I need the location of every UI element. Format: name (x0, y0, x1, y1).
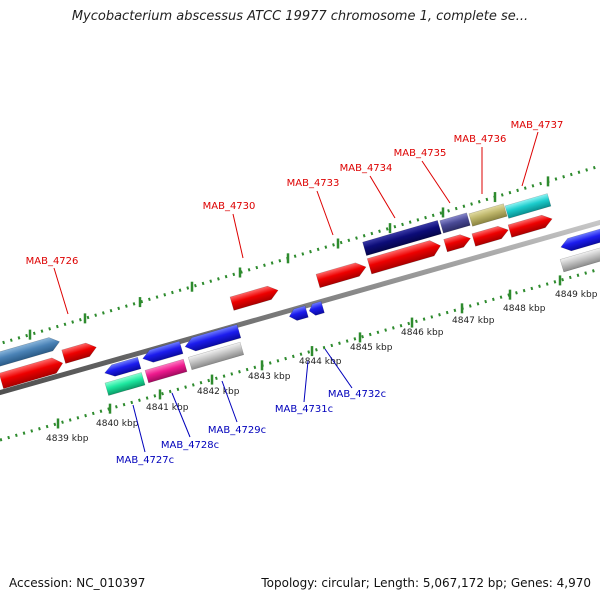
gene-feature[interactable] (315, 260, 368, 289)
tick-label: 4848 kbp (503, 304, 546, 314)
reverse-gene-label[interactable]: MAB_4731c (275, 404, 333, 415)
gene-feature[interactable] (468, 203, 508, 227)
gene-feature[interactable] (443, 232, 473, 253)
tick-label: 4839 kbp (46, 434, 89, 444)
gene-feature[interactable] (144, 358, 188, 384)
gene-feature[interactable] (103, 356, 142, 379)
gene-feature[interactable] (229, 284, 280, 311)
tick-label: 4849 kbp (555, 290, 598, 300)
gene-feature[interactable] (362, 220, 442, 256)
tick-label: 4841 kbp (146, 403, 189, 413)
tick-label: 4844 kbp (299, 357, 342, 367)
forward-tick-track (0, 164, 600, 346)
callout-line (521, 131, 539, 187)
tick-label: 4842 kbp (197, 387, 240, 397)
gene-feature[interactable] (308, 300, 325, 316)
forward-gene-label[interactable]: MAB_4737 (511, 120, 564, 131)
gene-feature[interactable] (0, 355, 65, 389)
gene-feature[interactable] (141, 340, 184, 365)
gene-feature[interactable] (288, 305, 309, 323)
callout-line (369, 175, 396, 219)
gene-feature[interactable] (187, 341, 245, 371)
callout-line (171, 392, 191, 438)
callout-line (53, 267, 69, 315)
reverse-gene-label[interactable]: MAB_4729c (208, 425, 266, 436)
gene-feature[interactable] (559, 245, 600, 273)
genome-summary-text: Topology: circular; Length: 5,067,172 bp… (261, 576, 591, 590)
tick-label: 4847 kbp (452, 316, 495, 326)
gene-feature[interactable] (366, 238, 443, 275)
callout-line (324, 348, 353, 389)
gene-feature[interactable] (439, 212, 471, 234)
callout-line (421, 160, 451, 204)
reverse-gene-label[interactable]: MAB_4732c (328, 389, 386, 400)
forward-gene-label[interactable]: MAB_4726 (26, 256, 79, 267)
map-title: Mycobacterium abscessus ATCC 19977 chrom… (71, 9, 529, 24)
callout-line (316, 190, 334, 236)
reverse-gene-label[interactable]: MAB_4727c (116, 455, 174, 466)
forward-gene-label[interactable]: MAB_4735 (394, 148, 447, 159)
callout-line (232, 213, 244, 259)
gene-feature[interactable] (504, 193, 552, 219)
forward-gene-label[interactable]: MAB_4736 (454, 134, 507, 145)
tick-label: 4845 kbp (350, 343, 393, 353)
tick-label: 4846 kbp (401, 328, 444, 338)
callout-line (303, 360, 309, 403)
reverse-gene-label[interactable]: MAB_4728c (161, 440, 219, 451)
tick-label: 4840 kbp (96, 419, 139, 429)
callout-line (221, 380, 238, 423)
forward-gene-label[interactable]: MAB_4733 (287, 178, 340, 189)
forward-gene-label[interactable]: MAB_4730 (203, 201, 256, 212)
gene-feature[interactable] (507, 213, 554, 238)
gene-feature[interactable] (104, 372, 146, 396)
gene-feature[interactable] (471, 224, 510, 247)
gene-feature[interactable] (559, 228, 600, 254)
accession-text: Accession: NC_010397 (9, 576, 146, 590)
tick-label: 4843 kbp (248, 372, 291, 382)
gene-feature[interactable] (61, 341, 99, 364)
forward-gene-label[interactable]: MAB_4734 (340, 163, 393, 174)
callout-line (132, 404, 146, 453)
gene-feature[interactable] (0, 335, 61, 370)
gene-feature[interactable] (183, 324, 242, 353)
